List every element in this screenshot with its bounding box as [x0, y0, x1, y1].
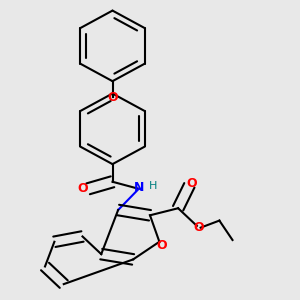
Text: O: O: [156, 239, 166, 252]
Text: O: O: [107, 91, 118, 103]
Text: N: N: [134, 181, 144, 194]
Text: O: O: [186, 177, 196, 190]
Text: H: H: [149, 181, 157, 191]
Text: O: O: [194, 221, 204, 234]
Text: O: O: [77, 182, 88, 195]
